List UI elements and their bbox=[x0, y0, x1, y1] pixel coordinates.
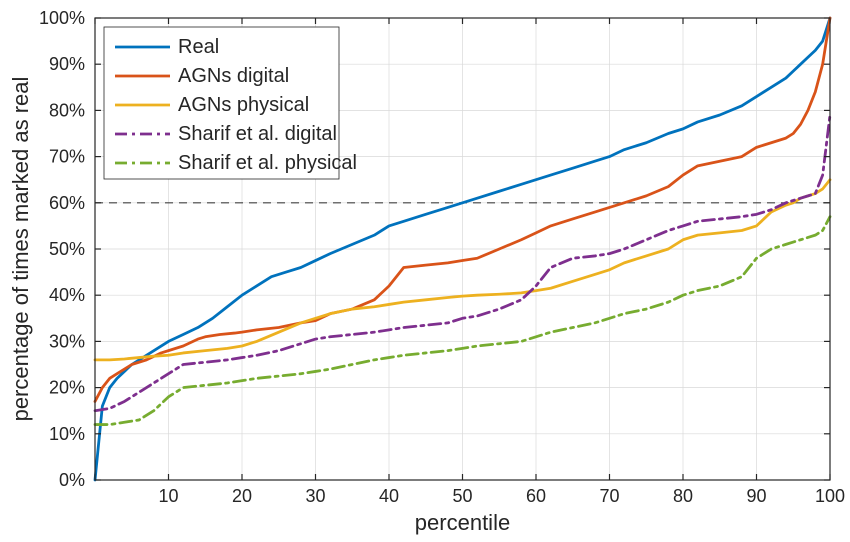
y-tick-label: 10% bbox=[49, 424, 85, 444]
chart-svg: 10 20 30 40 50 60 70 80 90 100 0% 10% 20% 30% 40% 50% 60… bbox=[0, 0, 850, 542]
x-axis-label: percentile bbox=[415, 510, 510, 535]
y-tick-label: 30% bbox=[49, 331, 85, 351]
y-tick-label: 80% bbox=[49, 100, 85, 120]
legend-label: Real bbox=[178, 36, 219, 58]
y-tick-label: 90% bbox=[49, 54, 85, 74]
y-tick-label: 20% bbox=[49, 378, 85, 398]
legend-label: AGNs physical bbox=[178, 94, 309, 116]
y-tick-label: 0% bbox=[59, 470, 85, 490]
legend-label: Sharif et al. physical bbox=[178, 152, 357, 174]
legend-label: Sharif et al. digital bbox=[178, 123, 337, 145]
x-tick-label: 100 bbox=[815, 486, 845, 506]
x-tick-label: 10 bbox=[158, 486, 178, 506]
x-tick-label: 80 bbox=[673, 486, 693, 506]
x-tick-label: 60 bbox=[526, 486, 546, 506]
x-tick-label: 90 bbox=[746, 486, 766, 506]
y-tick-label: 70% bbox=[49, 147, 85, 167]
x-tick-label: 20 bbox=[232, 486, 252, 506]
x-tick-label: 30 bbox=[305, 486, 325, 506]
y-tick-label: 50% bbox=[49, 239, 85, 259]
x-tick-label: 40 bbox=[379, 486, 399, 506]
y-tick-label: 100% bbox=[39, 8, 85, 28]
x-tick-label: 50 bbox=[452, 486, 472, 506]
y-tick-label: 60% bbox=[49, 193, 85, 213]
x-tick-label: 70 bbox=[599, 486, 619, 506]
percentile-chart: 10 20 30 40 50 60 70 80 90 100 0% 10% 20% 30% 40% 50% 60… bbox=[0, 0, 850, 542]
y-axis-label: percentage of times marked as real bbox=[8, 77, 33, 422]
legend-label: AGNs digital bbox=[178, 65, 289, 87]
y-tick-label: 40% bbox=[49, 285, 85, 305]
